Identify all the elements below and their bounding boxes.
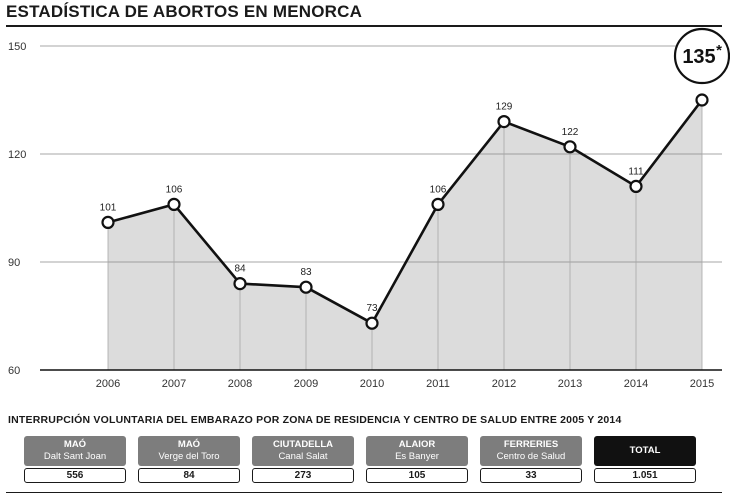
- zone-value: 33: [480, 468, 582, 483]
- zone-value: 556: [24, 468, 126, 483]
- zone-header: MAÓ Verge del Toro: [138, 436, 240, 466]
- zone-name: FERRERIES: [503, 439, 559, 450]
- x-tick-label: 2010: [360, 378, 384, 390]
- x-tick-label: 2015: [690, 378, 714, 390]
- total-header: TOTAL: [594, 436, 696, 466]
- series-line: [107, 99, 704, 325]
- zone-header: ALAIOR Es Banyer: [366, 436, 468, 466]
- bottom-rule: [6, 492, 722, 493]
- x-tick-label: 2007: [162, 378, 186, 390]
- total-value: 1.051: [594, 468, 696, 483]
- line-chart: 150 120 90 60 2006 2007 2008 2009 2010 2011 2012 20…: [8, 27, 730, 390]
- highlight-mark: *: [716, 42, 722, 59]
- zone-center: Dalt Sant Joan: [43, 451, 107, 462]
- zone-name: ALAIOR: [398, 439, 436, 450]
- highlight-label: 135: [682, 46, 715, 68]
- zone-center: Canal Salat: [278, 451, 328, 462]
- data-point: [101, 215, 115, 229]
- data-label: 83: [300, 267, 312, 278]
- x-tick-label: 2014: [624, 378, 648, 390]
- zone-header: FERRERIES Centro de Salud: [480, 436, 582, 466]
- zone-name: MAÓ: [63, 439, 87, 450]
- data-label: 73: [366, 303, 378, 314]
- data-point: [233, 277, 247, 291]
- y-tick-label: 120: [8, 149, 26, 161]
- x-tick-label: 2013: [558, 378, 582, 390]
- x-tick-label: 2009: [294, 378, 318, 390]
- title-rule: [6, 25, 722, 27]
- zone-box-alaior: ALAIOR Es Banyer 105: [366, 436, 468, 483]
- x-tick-label: 2012: [492, 378, 516, 390]
- zone-center: Verge del Toro: [158, 451, 220, 462]
- y-tick-label: 150: [8, 41, 26, 53]
- data-label: 129: [496, 102, 513, 113]
- zone-box-mao-dalt-sant-joan: MAÓ Dalt Sant Joan 556: [24, 436, 126, 483]
- data-point: [299, 280, 313, 294]
- data-label: 111: [628, 166, 644, 177]
- data-point: [365, 316, 379, 330]
- zone-boxes: MAÓ Dalt Sant Joan 556 MAÓ Verge del Tor…: [24, 436, 724, 488]
- y-tick-label: 60: [8, 365, 20, 377]
- data-point: [431, 197, 445, 211]
- data-label: 106: [166, 184, 183, 195]
- zone-value: 105: [366, 468, 468, 483]
- x-tick-label: 2006: [96, 378, 120, 390]
- zone-box-mao-verge-del-toro: MAÓ Verge del Toro 84: [138, 436, 240, 483]
- data-label: 106: [430, 184, 447, 195]
- zone-header: MAÓ Dalt Sant Joan: [24, 436, 126, 466]
- zone-header: CIUTADELLA Canal Salat: [252, 436, 354, 466]
- data-label: 84: [234, 264, 246, 275]
- zone-value: 273: [252, 468, 354, 483]
- x-tick-label: 2011: [426, 378, 450, 390]
- chart-title: ESTADÍSTICA DE ABORTOS EN MENORCA: [6, 2, 363, 21]
- data-point: [497, 114, 511, 129]
- zone-center: Es Banyer: [395, 451, 439, 462]
- data-label: 122: [562, 127, 579, 138]
- data-point: [563, 140, 577, 154]
- zone-name: MAÓ: [177, 439, 201, 450]
- zone-name: CIUTADELLA: [273, 439, 333, 450]
- highlight-circle: [673, 27, 730, 85]
- zone-box-ferreries: FERRERIES Centro de Salud 33: [480, 436, 582, 483]
- area-fill: [108, 100, 702, 370]
- y-tick-label: 90: [8, 257, 20, 269]
- data-point: [695, 93, 709, 107]
- table-subtitle: INTERRUPCIÓN VOLUNTARIA DEL EMBARAZO POR…: [8, 414, 622, 426]
- data-point: [167, 197, 181, 211]
- zone-center: Centro de Salud: [496, 451, 566, 462]
- zone-value: 84: [138, 468, 240, 483]
- total-label: TOTAL: [629, 445, 661, 456]
- zone-box-ciutadella: CIUTADELLA Canal Salat 273: [252, 436, 354, 483]
- x-tick-label: 2008: [228, 378, 252, 390]
- data-point: [629, 179, 643, 193]
- data-label: 101: [100, 202, 117, 213]
- zone-box-total: TOTAL 1.051: [594, 436, 696, 483]
